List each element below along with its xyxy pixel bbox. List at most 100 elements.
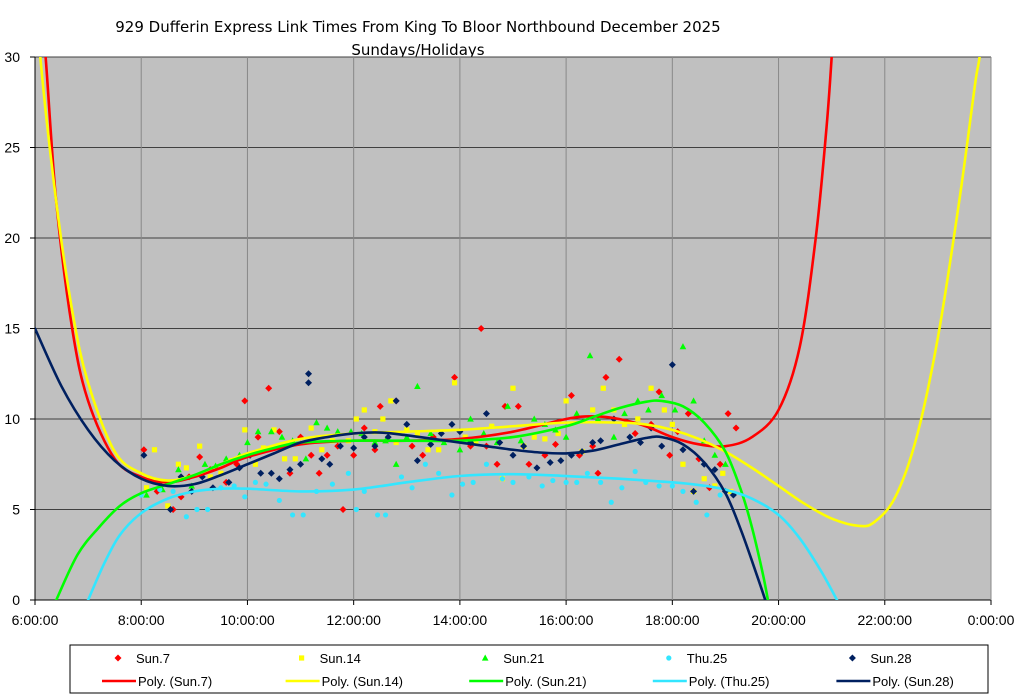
data-point <box>690 487 698 495</box>
data-point <box>621 421 628 428</box>
data-point <box>392 397 400 405</box>
x-tick-label: 0:00:00 <box>968 612 1015 628</box>
data-point <box>252 461 259 467</box>
data-point <box>329 481 336 487</box>
data-point <box>590 407 596 413</box>
data-point <box>225 478 233 486</box>
data-point <box>496 439 504 447</box>
y-tick-label: 30 <box>4 49 20 65</box>
data-point <box>680 461 686 467</box>
legend-label: Thu.25 <box>687 651 727 666</box>
data-point <box>470 479 476 485</box>
data-point <box>413 457 421 465</box>
data-point <box>690 397 697 404</box>
data-point <box>597 437 605 445</box>
y-tick-label: 20 <box>4 230 20 246</box>
data-point <box>489 423 495 429</box>
data-point <box>473 439 479 446</box>
data-point <box>669 483 675 489</box>
data-point <box>302 455 310 462</box>
data-point <box>451 380 458 386</box>
data-point <box>252 479 259 485</box>
data-point <box>704 512 710 518</box>
data-point <box>598 479 604 485</box>
data-point <box>143 491 150 498</box>
data-point <box>482 410 490 418</box>
data-point <box>350 451 358 459</box>
data-point <box>626 433 634 441</box>
data-point <box>658 442 666 450</box>
data-point <box>371 442 379 450</box>
data-point <box>345 470 351 476</box>
legend-label: Poly. (Sun.28) <box>872 674 953 689</box>
data-point <box>589 439 597 447</box>
legend-marker <box>666 655 672 661</box>
data-point <box>658 391 666 399</box>
data-point <box>717 492 723 498</box>
legend-label: Poly. (Sun.7) <box>138 674 212 689</box>
data-point <box>539 483 545 489</box>
data-point <box>467 415 474 422</box>
data-point <box>374 512 381 518</box>
x-tick-label: 6:00:00 <box>12 612 59 628</box>
legend-label: Poly. (Thu.25) <box>689 674 770 689</box>
data-point <box>241 397 249 405</box>
data-point <box>334 428 342 435</box>
data-point <box>631 429 639 437</box>
data-point <box>504 402 511 409</box>
data-point <box>621 410 628 417</box>
data-point <box>669 421 675 428</box>
data-point <box>339 506 347 513</box>
trendlines <box>35 57 981 600</box>
legend-label: Poly. (Sun.14) <box>322 674 403 689</box>
legend: Sun.7 Sun.14 Sun.21 Thu.25 Sun.28 Poly. (Sun.… <box>69 644 989 694</box>
data-point <box>619 485 625 491</box>
data-point <box>268 428 275 435</box>
data-point <box>477 325 485 332</box>
data-point <box>550 477 556 484</box>
data-point <box>336 442 344 450</box>
legend-box <box>69 644 989 694</box>
data-point <box>244 439 251 446</box>
data-point <box>517 437 525 444</box>
x-tick-label: 12:00:00 <box>326 612 381 628</box>
data-point <box>448 420 456 428</box>
data-point <box>493 460 501 468</box>
data-point <box>510 479 516 485</box>
data-point <box>546 458 554 466</box>
data-point <box>574 479 580 485</box>
data-point <box>353 416 359 422</box>
data-point <box>207 474 213 480</box>
data-point <box>289 512 296 518</box>
data-point <box>183 514 189 520</box>
data-point <box>720 470 726 476</box>
data-point <box>520 442 528 450</box>
data-point <box>425 447 431 453</box>
trendline <box>86 472 839 600</box>
data-point <box>573 410 581 417</box>
data-point <box>632 468 638 475</box>
data-point <box>480 429 488 437</box>
data-point <box>414 382 421 390</box>
data-point <box>732 424 740 432</box>
data-point <box>384 433 392 441</box>
legend-marker <box>848 654 856 662</box>
legend-label: Sun.14 <box>320 651 361 666</box>
plot-area: 0 5 10 15 20 25 30 6:00:00 8:00:00 10:00:00 12:00:… <box>4 49 1015 628</box>
data-point <box>656 483 662 489</box>
legend-label: Sun.28 <box>870 651 911 666</box>
data-point <box>201 460 209 467</box>
data-point <box>360 424 368 432</box>
data-point <box>422 461 428 467</box>
data-point <box>645 406 652 413</box>
data-point <box>602 373 610 381</box>
data-point <box>551 440 559 448</box>
data-point <box>282 456 288 462</box>
data-point <box>350 444 358 452</box>
data-point <box>562 433 570 440</box>
data-point <box>711 451 719 458</box>
data-point <box>380 416 386 422</box>
data-point <box>276 497 282 504</box>
data-point <box>170 488 176 494</box>
